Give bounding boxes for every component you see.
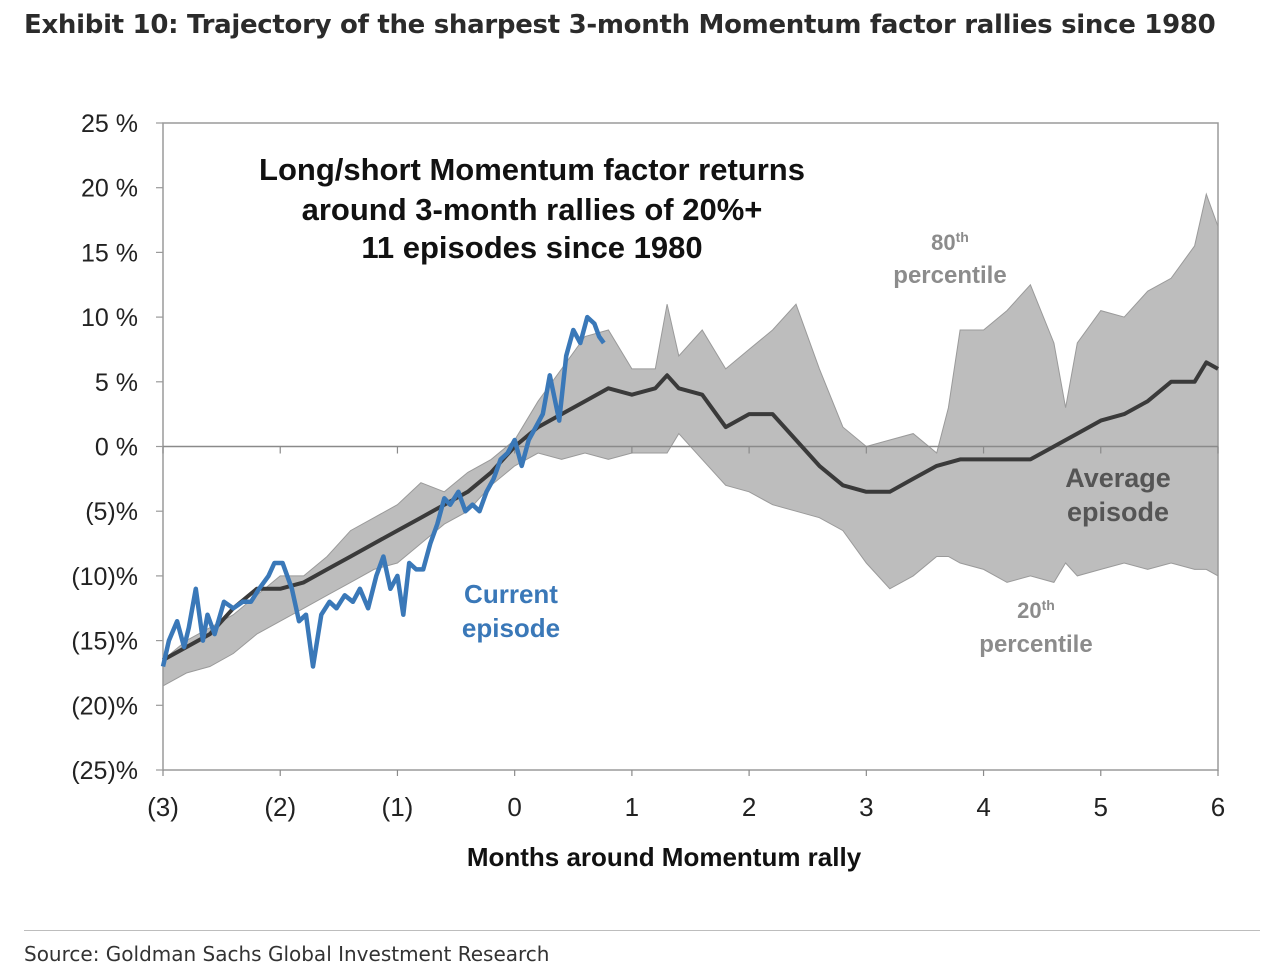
annotation-average-episode-line-1: Average — [1065, 463, 1171, 493]
y-tick-label: (20)% — [71, 692, 138, 720]
y-tick-label: 20 % — [81, 175, 138, 203]
x-tick-label: 2 — [742, 792, 756, 822]
annotation-20th-percentile-word: percentile — [979, 631, 1092, 658]
annotation-20th-percentile: 20th — [1017, 597, 1055, 623]
momentum-chart: 25 % 20 % 15 % 10 % 5 % 0 % (5)% (10)% (15)% (20)… — [71, 110, 1225, 872]
y-tick-label: 25 % — [81, 110, 138, 138]
y-tick-label: (15)% — [71, 628, 138, 656]
x-tick-labels: (3) (2) (1) 0 1 2 3 4 5 6 — [147, 792, 1225, 822]
y-tick-labels: 25 % 20 % 15 % 10 % 5 % 0 % (5)% (10)% (15)% (20)… — [71, 110, 163, 785]
annotation-average-episode-line-2: episode — [1067, 497, 1169, 527]
x-tick-marks — [162, 446, 1219, 776]
x-tick-label: 6 — [1211, 792, 1225, 822]
y-tick-label: 10 % — [81, 304, 138, 332]
x-tick-label: 3 — [859, 792, 873, 822]
chart-subtitle-line-2: 11 episodes since 1980 — [361, 230, 702, 265]
x-axis-title: Months around Momentum rally — [467, 842, 862, 872]
chart-title: Long/short Momentum factor returns — [259, 152, 805, 187]
annotation-80th-percentile: 80th — [931, 229, 969, 255]
x-tick-label: (3) — [147, 792, 179, 822]
x-tick-label: 5 — [1094, 792, 1108, 822]
y-tick-label: (25)% — [71, 757, 138, 785]
x-tick-label: 0 — [507, 792, 521, 822]
annotation-current-episode-line-1: Current — [464, 579, 558, 609]
average-episode-line — [162, 360, 1219, 662]
x-tick-label: (2) — [264, 792, 296, 822]
x-tick-label: 1 — [625, 792, 639, 822]
y-tick-label: 5 % — [95, 369, 138, 397]
y-tick-label: 0 % — [95, 434, 138, 462]
y-tick-label: 15 % — [81, 239, 138, 267]
annotation-80th-percentile-word: percentile — [893, 262, 1006, 289]
y-tick-label: (5)% — [85, 498, 138, 526]
source-note: Source: Goldman Sachs Global Investment … — [24, 942, 550, 966]
x-tick-label: (1) — [382, 792, 414, 822]
chart-subtitle-line-1: around 3-month rallies of 20%+ — [302, 192, 763, 227]
y-tick-label: (10)% — [71, 563, 138, 591]
exhibit-title: Exhibit 10: Trajectory of the sharpest 3… — [24, 10, 1216, 40]
current-episode-line — [160, 314, 606, 669]
source-divider — [24, 930, 1260, 931]
annotation-current-episode-line-2: episode — [462, 613, 560, 643]
x-tick-label: 4 — [976, 792, 990, 822]
